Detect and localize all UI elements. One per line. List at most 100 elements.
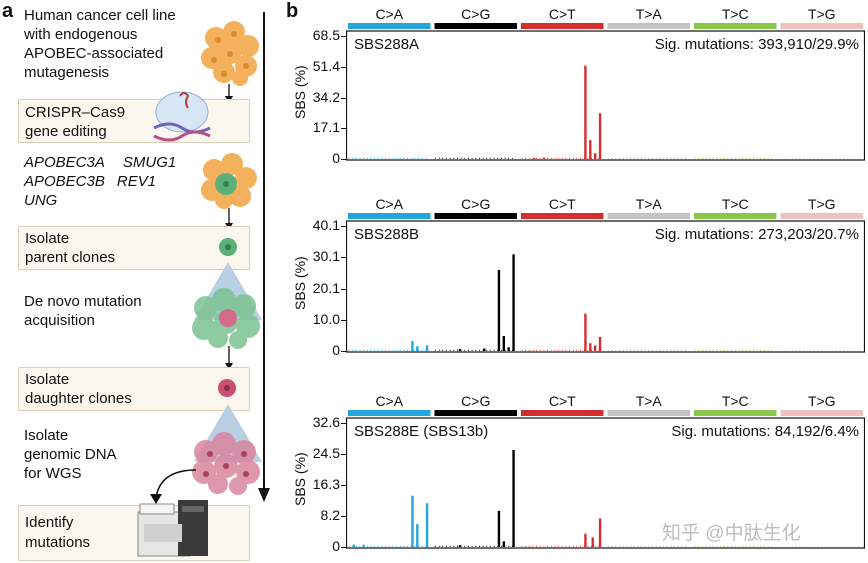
spectrum-bar (502, 541, 506, 547)
y-tick-mark (341, 516, 346, 517)
step-isolate-daughter-box: Isolate daughter clones (18, 367, 250, 411)
y-tick-label: 30.1 (312, 248, 340, 265)
category-label: C>G (461, 8, 490, 22)
daughter-clone-icon (218, 379, 236, 397)
y-tick-mark (341, 36, 346, 37)
category-color-bar (521, 213, 604, 219)
spectrum-bar (512, 254, 515, 351)
y-tick-label: 10.0 (312, 310, 340, 327)
spectrum-bar (425, 345, 429, 351)
spectrum-bar (502, 336, 506, 351)
category-color-bar (434, 410, 517, 416)
panel-label-a: a (2, 0, 14, 22)
category-color-bar (694, 410, 777, 416)
signature-annotation: Sig. mutations: 393,910/29.9% (655, 36, 859, 53)
curved-arrow (150, 469, 197, 504)
spectrum-bar (425, 503, 429, 547)
step-isolate-parent-box: Isolate parent clones (18, 226, 250, 270)
step-identify-box: Identify mutations (18, 505, 250, 561)
spectrum-chart-3: C>A C>G C>T T>A T>C T>G SBS288E (SBS13b) Sig. m… (346, 395, 865, 555)
spectrum-bar (497, 269, 501, 351)
signature-annotation: Sig. mutations: 273,203/20.7% (655, 226, 859, 243)
category-label: C>T (549, 198, 576, 212)
y-tick-label: 34.2 (312, 88, 340, 105)
step-genomic-dna: Isolate genomic DNA for WGS (24, 427, 117, 482)
spectrum-bar (411, 495, 414, 547)
spectrum-bar (589, 140, 592, 159)
category-label: T>G (808, 395, 836, 409)
y-tick-mark (341, 485, 346, 486)
category-color-bar (780, 213, 863, 219)
category-label: T>A (636, 395, 663, 409)
spectrum-bar (591, 537, 594, 547)
gene-list: APOBEC3A SMUG1 APOBEC3B REV1 UNG (24, 154, 177, 209)
category-color-bar (521, 410, 604, 416)
watermark: 知乎 @中肽生化 (662, 523, 801, 544)
y-tick-mark (341, 423, 346, 424)
category-color-bar (780, 410, 863, 416)
category-label: T>C (722, 8, 749, 22)
y-tick-label: 51.4 (312, 57, 340, 74)
category-color-bar (434, 23, 517, 29)
category-label: C>A (375, 395, 403, 409)
category-label: T>A (636, 8, 663, 22)
spectrum-bar (593, 345, 597, 351)
panel-label-b: b (286, 0, 299, 22)
y-tick-label: 68.5 (312, 27, 340, 43)
y-axis-label: SBS (%) (292, 255, 308, 310)
y-tick-label: 8.2 (320, 507, 340, 523)
category-label: C>G (461, 395, 490, 409)
spectrum-bar (352, 544, 356, 547)
flow-arrow-3 (225, 346, 233, 370)
spectrum-chart-1: C>A C>G C>T T>A T>C T>G SBS288A Sig. mutations:… (346, 8, 865, 166)
category-color-bar (521, 23, 604, 29)
step-denovo: De novo mutation acquisition (24, 293, 142, 329)
y-axis-label: SBS (%) (292, 64, 308, 119)
signature-title: SBS288B (354, 226, 419, 243)
cancer-cell-cluster-icon (201, 21, 259, 86)
category-color-bar (348, 213, 431, 219)
spectrum-bar (598, 518, 602, 547)
category-label: C>A (375, 198, 403, 212)
y-tick-label: 20.1 (312, 279, 340, 296)
spectrum-bar (532, 157, 536, 159)
y-axis-label: SBS (%) (292, 452, 308, 506)
category-label: T>A (636, 198, 663, 212)
y-tick-mark (341, 351, 346, 352)
spectrum-bar (483, 348, 486, 351)
y-tick-mark (341, 159, 346, 160)
category-label: C>T (549, 8, 576, 22)
y-tick-mark (341, 454, 346, 455)
category-label: T>G (808, 198, 836, 212)
category-color-bar (348, 410, 431, 416)
category-color-bar (607, 213, 690, 219)
y-tick-label: 32.6 (312, 414, 340, 430)
plot-frame (346, 30, 865, 161)
mutating-cell-cluster-icon (192, 288, 260, 349)
category-label: T>C (722, 395, 749, 409)
signature-annotation: Sig. mutations: 84,192/6.4% (671, 423, 859, 440)
y-tick-mark (341, 226, 346, 227)
category-label: C>G (461, 198, 490, 212)
spectrum-bar (584, 533, 587, 547)
spectrum-bar (584, 313, 587, 351)
y-tick-mark (341, 97, 346, 99)
spectrum-bar (458, 349, 462, 351)
spectrum-bar (497, 510, 501, 547)
y-tick-mark (341, 128, 346, 130)
edited-cell-cluster-icon (201, 153, 257, 209)
timeline-arrow (258, 12, 270, 502)
step-crispr-box: CRISPR–Cas9 gene editing (18, 99, 250, 143)
spectrum-bar (598, 336, 602, 351)
category-color-bar (434, 213, 517, 219)
spectrum-bar (416, 524, 419, 547)
daughter-cell-cluster-icon (192, 432, 260, 495)
cas9-complex-icon (153, 91, 211, 142)
signature-title: SBS288E (SBS13b) (354, 423, 488, 440)
y-tick-mark (341, 257, 346, 259)
y-tick-label: 24.5 (312, 445, 340, 461)
plot-frame (346, 417, 865, 549)
y-tick-label: 0 (332, 538, 340, 554)
spectrum-bar (512, 450, 515, 547)
category-label: T>G (808, 8, 836, 22)
